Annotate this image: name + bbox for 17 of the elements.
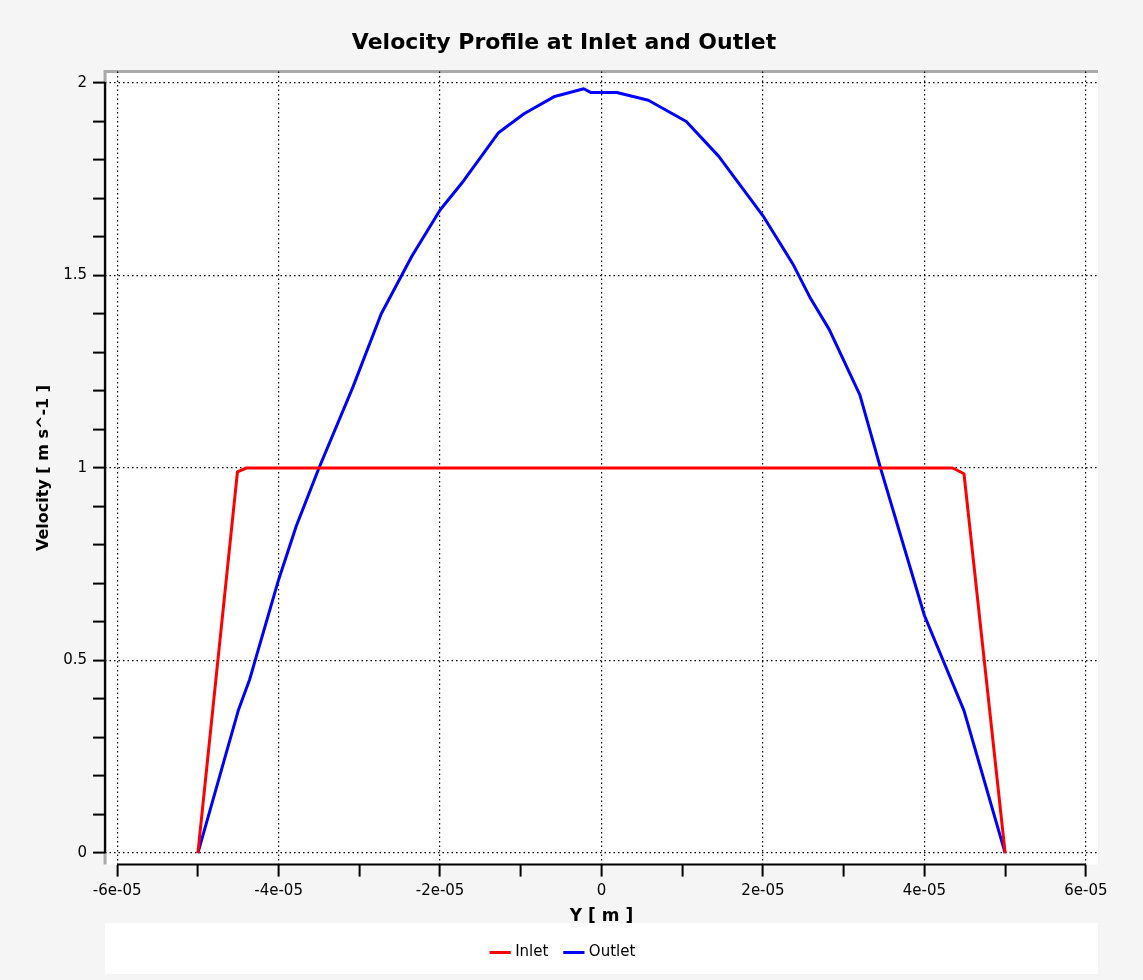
y-tick-label: 1.5 <box>63 265 88 284</box>
legend-label: Inlet <box>515 942 549 961</box>
x-tick-label: 6e-05 <box>1064 881 1108 900</box>
x-tick-label: 2e-05 <box>741 881 785 900</box>
x-axis-title: Y [ m ] <box>568 905 634 926</box>
x-tick-label: 4e-05 <box>902 881 947 900</box>
x-tick-label: -6e-05 <box>92 881 142 900</box>
y-tick-label: 2 <box>77 72 88 91</box>
y-axis-title: Velocity [ m s^-1 ] <box>32 384 52 552</box>
y-tick-label: 1 <box>77 457 88 476</box>
y-tick-label: 0 <box>77 842 88 861</box>
x-tick-label: -2e-05 <box>415 881 465 900</box>
chart-title: Velocity Profile at Inlet and Outlet <box>351 28 777 54</box>
legend-label: Outlet <box>588 942 636 961</box>
x-tick-label: 0 <box>596 881 607 900</box>
y-tick-label: 0.5 <box>63 650 88 669</box>
x-tick-label: -4e-05 <box>254 881 303 900</box>
